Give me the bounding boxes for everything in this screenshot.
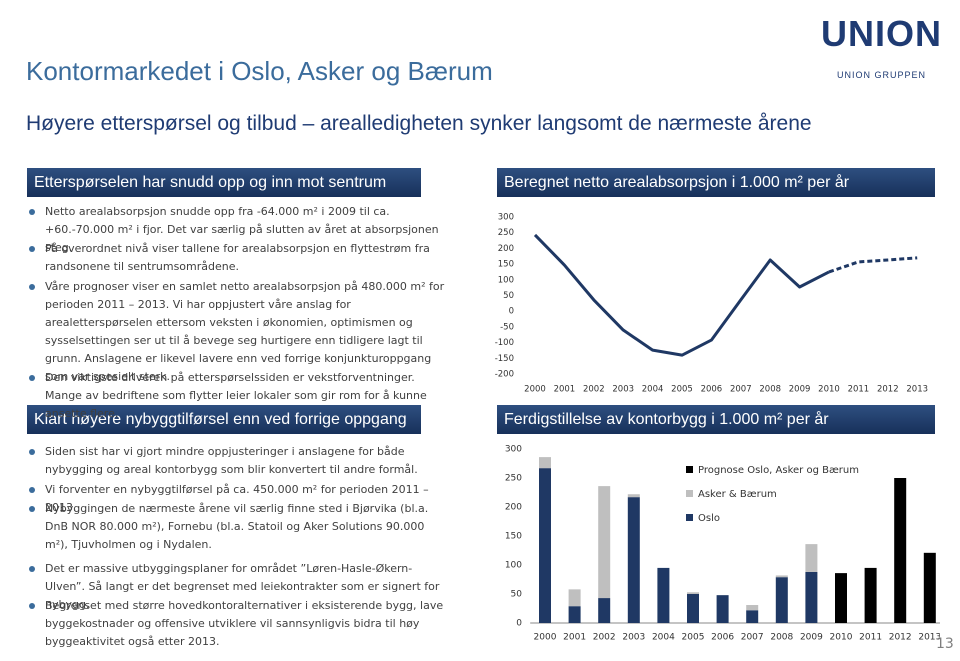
y-tick-label: 50 [511, 590, 523, 600]
y-tick-label: 150 [498, 260, 514, 270]
x-tick-label: 2001 [563, 633, 586, 643]
bar-segment [894, 478, 907, 623]
y-tick-label: 0 [516, 619, 522, 629]
x-tick-label: 2013 [918, 633, 940, 643]
y-tick-label: -50 [500, 322, 514, 332]
y-tick-label: 100 [498, 275, 514, 285]
bullet: Netto arealabsorpsjon snudde opp fra -64… [27, 203, 445, 257]
y-tick-label: 0 [509, 307, 514, 317]
y-tick-label: 150 [505, 532, 522, 542]
x-tick-label: 2008 [759, 385, 781, 395]
x-tick-label: 2010 [830, 633, 853, 643]
bar-segment [864, 567, 877, 623]
bullet: Vi forventer en nybyggtilførsel på ca. 4… [27, 481, 445, 517]
bar-segment [598, 486, 611, 599]
x-tick-label: 2010 [818, 385, 840, 395]
line-series [533, 233, 830, 357]
bullet: Nybyggingen de nærmeste årene vil særlig… [27, 500, 445, 554]
bar-segment [568, 606, 581, 623]
x-tick-label: 2011 [859, 633, 882, 643]
bullet: Siden sist har vi gjort mindre oppjuster… [27, 443, 445, 479]
bar-segment [716, 595, 729, 623]
x-tick-label: 2006 [701, 385, 723, 395]
line-chart: 300 250 200 150 100 50 0 -50 -100 -150 -200 2000 200… [495, 213, 928, 395]
bullet: Den viktigste driveren på etterspørselss… [27, 369, 445, 423]
y-tick-label: 50 [503, 291, 514, 301]
logo: UNION UNION GRUPPEN [821, 13, 942, 81]
section-heading: Etterspørselen har snudd opp og inn mot … [27, 168, 421, 197]
bar-segment [657, 567, 670, 623]
bar-segment [746, 610, 759, 623]
line-series [828, 256, 918, 274]
x-tick-label: 2004 [642, 385, 664, 395]
y-tick-label: 300 [505, 445, 522, 455]
bullet: Det er massive utbyggingsplaner for områ… [27, 560, 445, 614]
slide-subtitle: Høyere etterspørsel og tilbud – arealled… [26, 112, 812, 135]
x-tick-label: 2007 [741, 633, 764, 643]
x-tick-label: 2001 [554, 385, 576, 395]
bar-segment [598, 598, 611, 623]
bar-chart: 0 50 100 150 200 250 300 2000 2001 2002 2003 2004 20… [505, 445, 940, 643]
y-tick-label: 200 [505, 503, 522, 513]
x-tick-label: 2008 [770, 633, 793, 643]
bar-segment [627, 497, 640, 623]
chart-title: Ferdigstillelse av kontorbygg i 1.000 m²… [497, 405, 935, 434]
x-tick-label: 2012 [877, 385, 899, 395]
y-tick-label: 250 [505, 474, 522, 484]
bar-segment [805, 571, 818, 623]
bar-segment [805, 544, 818, 572]
bar-segment [568, 589, 581, 607]
y-tick-label: -100 [495, 338, 514, 348]
x-tick-label: 2003 [622, 633, 645, 643]
y-tick-label: 100 [505, 561, 522, 571]
x-tick-label: 2005 [671, 385, 693, 395]
x-tick-label: 2002 [593, 633, 616, 643]
bar-segment [835, 573, 847, 623]
page-number: 13 [936, 636, 954, 652]
x-tick-label: 2002 [583, 385, 605, 395]
bar-segment [775, 577, 788, 623]
logo-subtitle: UNION GRUPPEN [836, 70, 926, 80]
bar-segment [687, 594, 699, 623]
y-tick-label: 200 [498, 244, 514, 254]
bar-segment [627, 494, 640, 498]
x-tick-label: 2009 [800, 633, 823, 643]
y-tick-label: 300 [498, 213, 514, 223]
x-tick-label: 2004 [652, 633, 675, 643]
bar-segment [746, 605, 759, 611]
x-tick-label: 2013 [906, 385, 928, 395]
bullet: På overordnet nivå viser tallene for are… [27, 240, 445, 276]
legend-label: Asker & Bærum [698, 489, 777, 500]
y-tick-label: -200 [495, 370, 514, 380]
bar-segment [539, 468, 551, 623]
legend-swatch [686, 490, 693, 497]
x-tick-label: 2007 [730, 385, 752, 395]
legend-label: Prognose Oslo, Asker og Bærum [698, 465, 859, 476]
bar-segment [539, 457, 551, 469]
x-tick-label: 2012 [889, 633, 912, 643]
legend-swatch [686, 466, 693, 473]
bar-segment [687, 592, 699, 594]
x-tick-label: 2005 [682, 633, 705, 643]
legend-swatch [686, 514, 693, 521]
bullet: Våre prognoser viser en samlet netto are… [27, 278, 445, 386]
x-tick-label: 2009 [789, 385, 811, 395]
y-tick-label: 250 [498, 228, 514, 238]
bullet: Begrenset med større hovedkontoralternat… [27, 597, 445, 651]
bar-segment [923, 552, 936, 623]
y-tick-label: -150 [495, 354, 514, 364]
x-tick-label: 2006 [711, 633, 734, 643]
x-tick-label: 2000 [524, 385, 546, 395]
slide-title: Kontormarkedet i Oslo, Asker og Bærum [26, 56, 493, 86]
section-heading: Klart høyere nybyggtilførsel enn ved for… [27, 405, 421, 434]
x-tick-label: 2011 [848, 385, 870, 395]
logo-name: UNION [821, 13, 942, 54]
x-tick-label: 2000 [534, 633, 557, 643]
bar-segment [775, 575, 788, 578]
chart-title: Beregnet netto arealabsorpsjon i 1.000 m… [497, 168, 935, 197]
x-tick-label: 2003 [612, 385, 634, 395]
legend-label: Oslo [698, 513, 720, 524]
